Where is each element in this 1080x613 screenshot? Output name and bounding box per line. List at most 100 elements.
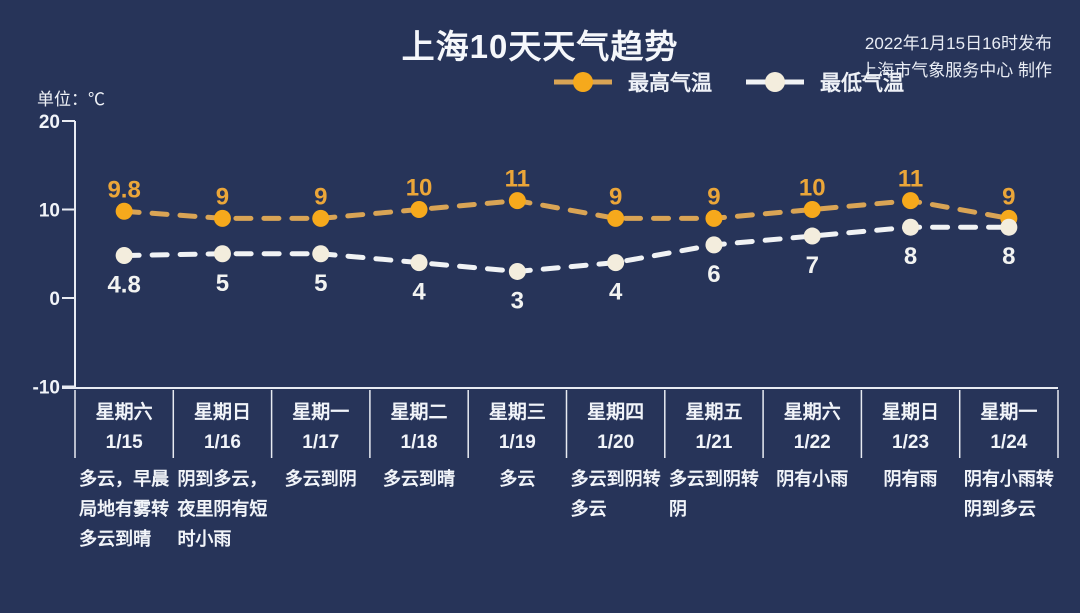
y-tick-label: 0 — [49, 289, 60, 310]
max-temp-value-label: 9 — [609, 183, 622, 210]
publish-datetime: 2022年1月15日16时发布 — [864, 34, 1052, 53]
min-temp-value-label: 6 — [707, 261, 720, 288]
max-temp-value-label: 9 — [707, 183, 720, 210]
weather-description: 多云到晴 — [370, 464, 468, 494]
weather-description: 阴有小雨 — [763, 464, 861, 494]
day-columns: 星期六 1/15 多云，早晨 局地有雾转 多云到晴 星期日 1/16 阴到多云， 夜里阴有… — [75, 398, 1058, 554]
min-temp-value-label: 8 — [904, 243, 917, 270]
day-column: 星期五 1/21 多云到阴转 阴 — [665, 398, 763, 554]
weather-description-text: 阴有小雨转 阴到多云 — [963, 469, 1054, 519]
weekday-label: 星期一 — [292, 402, 350, 423]
day-column: 星期六 1/15 多云，早晨 局地有雾转 多云到晴 — [75, 398, 173, 554]
min-temp-value-label: 3 — [511, 287, 524, 314]
weekday-label: 星期日 — [882, 402, 940, 423]
y-tick-label: -10 — [33, 378, 60, 399]
date-label: 1/22 — [793, 432, 831, 453]
weather-description-text: 多云到晴 — [383, 469, 456, 489]
weather-description-text: 多云到阴 — [284, 469, 357, 489]
min-temp-value-label: 5 — [314, 270, 327, 297]
max-temp-value-label: 9 — [1002, 183, 1015, 210]
min-temp-point — [508, 262, 526, 280]
legend-item-min-temp: 最低气温 — [744, 67, 904, 97]
publish-author: 上海市气象服务中心 制作 — [860, 61, 1052, 80]
day-column: 星期一 1/24 阴有小雨转 阴到多云 — [960, 398, 1058, 554]
weekday-label: 星期五 — [685, 402, 743, 423]
weather-description-text: 阴到多云， 夜里阴有短 时小雨 — [177, 469, 268, 549]
min-temp-line — [121, 224, 1012, 274]
unit-label: 单位：℃ — [37, 90, 105, 109]
publish-info: 2022年1月15日16时发布 上海市气象服务中心 制作 — [860, 30, 1052, 84]
weather-description-text: 多云到阴转 阴 — [668, 469, 759, 519]
date-label: 1/19 — [498, 432, 536, 453]
min-temp-value-label: 4 — [609, 279, 623, 306]
min-temp-value-label: 4.8 — [107, 272, 140, 299]
weather-description: 多云到阴转 多云 — [567, 464, 665, 524]
day-column: 星期一 1/17 多云到阴 — [272, 398, 370, 554]
legend-item-max-temp: 最高气温 — [552, 67, 712, 97]
day-column: 星期日 1/23 阴有雨 — [861, 398, 959, 554]
min-temp-point — [803, 227, 821, 245]
max-temp-point — [410, 201, 428, 218]
max-temp-point — [803, 201, 821, 218]
min-temp-point — [1000, 218, 1018, 236]
weekday-label: 星期三 — [488, 402, 546, 423]
min-temp-value-label: 4 — [412, 279, 426, 306]
day-column: 星期二 1/18 多云到晴 — [370, 398, 468, 554]
weather-description: 阴有小雨转 阴到多云 — [960, 464, 1058, 524]
max-temp-value-label: 11 — [505, 166, 530, 193]
weather-description: 阴有雨 — [861, 464, 959, 494]
weekday-label: 星期日 — [193, 402, 251, 423]
min-temp-point — [902, 218, 920, 236]
day-column: 星期四 1/20 多云到阴转 多云 — [567, 398, 665, 554]
weekday-label: 星期一 — [980, 402, 1038, 423]
weekday-label: 星期二 — [390, 402, 448, 423]
max-temp-value-label: 9.8 — [107, 176, 140, 203]
max-temp-line-marker-icon — [554, 72, 612, 92]
max-temp-value-label: 11 — [898, 166, 923, 193]
y-tick-label: 20 — [39, 112, 60, 133]
max-temp-point — [607, 209, 625, 227]
max-temp-point — [213, 209, 231, 227]
weather-description: 多云 — [468, 464, 566, 494]
min-temp-point — [705, 236, 723, 254]
weather-description-text: 多云到阴转 多云 — [570, 469, 661, 519]
min-temp-value-label: 5 — [216, 270, 229, 297]
max-temp-value-label: 10 — [799, 175, 826, 202]
weather-description-text: 阴有雨 — [883, 469, 938, 489]
max-temp-line — [121, 198, 1012, 221]
day-column: 星期三 1/19 多云 — [468, 398, 566, 554]
weather-description: 多云到阴转 阴 — [665, 464, 763, 524]
weather-description: 多云，早晨 局地有雾转 多云到晴 — [75, 464, 173, 554]
date-label: 1/20 — [597, 432, 635, 453]
date-label: 1/21 — [695, 432, 733, 453]
weather-description: 多云到阴 — [272, 464, 370, 494]
weather-description-text: 阴有小雨 — [776, 469, 849, 489]
date-label: 1/23 — [892, 432, 930, 453]
weekday-label: 星期六 — [783, 402, 841, 423]
date-label: 1/15 — [105, 432, 143, 453]
min-temp-point — [410, 254, 428, 272]
date-label: 1/18 — [400, 432, 438, 453]
weather-description-text: 多云，早晨 局地有雾转 多云到晴 — [79, 469, 170, 549]
day-column: 星期六 1/22 阴有小雨 — [763, 398, 861, 554]
min-temp-value-label: 7 — [806, 252, 819, 279]
date-label: 1/17 — [302, 432, 340, 453]
max-temp-point — [312, 209, 330, 227]
date-label: 1/16 — [203, 432, 241, 453]
date-label: 1/24 — [990, 432, 1028, 453]
max-temp-point — [115, 202, 133, 220]
legend-label-max-temp: 最高气温 — [628, 72, 712, 95]
max-temp-point — [705, 209, 723, 227]
min-temp-point — [115, 247, 133, 265]
weather-description-text: 多云 — [499, 469, 536, 489]
weekday-label: 星期四 — [587, 402, 645, 423]
min-temp-point — [312, 245, 330, 263]
legend-label-min-temp: 最低气温 — [820, 72, 904, 95]
weekday-label: 星期六 — [95, 402, 153, 423]
page-title: 上海10天天气趋势 — [401, 28, 679, 65]
chart-legend: 最高气温 最低气温 — [552, 67, 904, 97]
min-temp-value-label: 8 — [1002, 243, 1015, 270]
max-temp-point — [508, 192, 526, 210]
